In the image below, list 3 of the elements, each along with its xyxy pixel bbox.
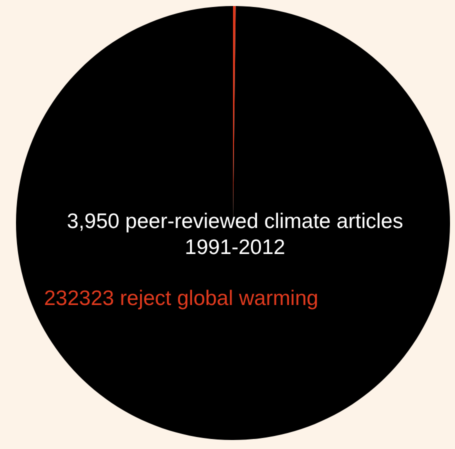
pie-slice <box>16 6 450 440</box>
text: 232323 reject global warming <box>44 287 318 310</box>
text: 3,950 peer-reviewed climate articles 1991-2012 <box>66 210 404 259</box>
